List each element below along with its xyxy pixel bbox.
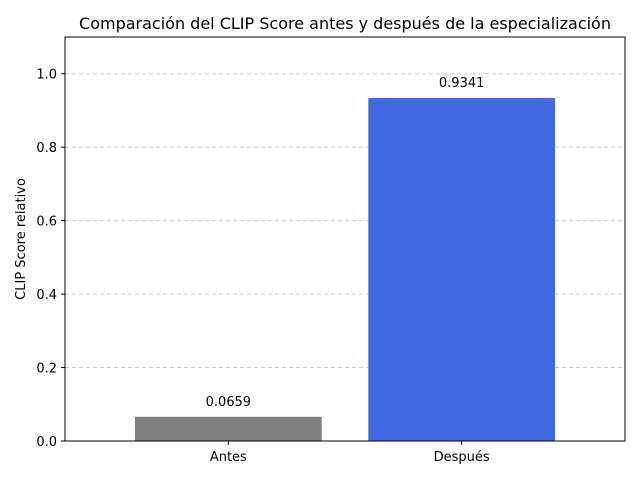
x-tick-label: Antes xyxy=(210,450,247,465)
bar-value-labels: 0.0659 0.9341 xyxy=(206,76,485,410)
bar-antes xyxy=(135,416,322,441)
bar-despues xyxy=(368,97,555,441)
bar-value-label: 0.9341 xyxy=(439,76,485,91)
y-tick-label: 0.8 xyxy=(36,141,57,156)
x-tick-label: Después xyxy=(434,450,490,465)
x-axis-ticks: Antes Después xyxy=(210,441,490,465)
y-tick-label: 1.0 xyxy=(36,68,57,83)
y-axis-label: CLIP Score relativo xyxy=(14,178,29,300)
y-gridlines xyxy=(65,73,625,369)
y-tick-label: 0.4 xyxy=(36,288,57,303)
y-tick-label: 0.0 xyxy=(36,435,57,450)
plot-frame xyxy=(64,36,626,442)
bars xyxy=(135,97,555,441)
chart-title: Comparación del CLIP Score antes y despu… xyxy=(79,14,611,33)
y-tick-label: 0.2 xyxy=(36,362,57,377)
y-axis-ticks: 0.0 0.2 0.4 0.6 0.8 1.0 xyxy=(36,68,65,450)
bar-value-label: 0.0659 xyxy=(206,395,252,410)
y-tick-label: 0.6 xyxy=(36,215,57,230)
